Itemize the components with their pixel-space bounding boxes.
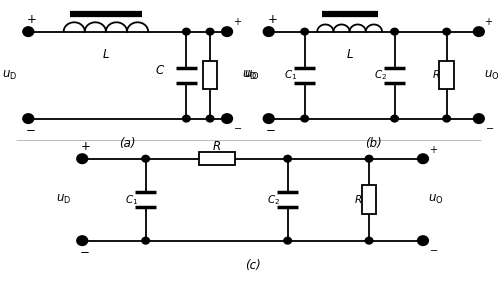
Text: (b): (b) (366, 137, 382, 150)
Circle shape (284, 155, 292, 162)
Circle shape (77, 154, 88, 163)
Text: (c): (c) (244, 259, 260, 272)
Text: $-$: $-$ (25, 122, 35, 135)
Circle shape (443, 115, 450, 122)
Text: $u_{\rm O}$: $u_{\rm O}$ (428, 193, 444, 206)
Circle shape (264, 27, 274, 36)
Text: $L$: $L$ (102, 47, 110, 60)
Text: $C_{1}$: $C_{1}$ (125, 193, 138, 207)
Circle shape (182, 115, 190, 122)
Circle shape (443, 28, 450, 35)
Circle shape (418, 154, 428, 163)
Circle shape (206, 28, 214, 35)
Circle shape (23, 27, 34, 36)
Text: $-$: $-$ (484, 122, 494, 132)
Text: +: + (428, 144, 436, 155)
Bar (202, 61, 218, 89)
Circle shape (284, 237, 292, 244)
Bar (198, 152, 234, 165)
Text: +: + (232, 17, 240, 27)
Text: $R_{\rm L}$: $R_{\rm L}$ (354, 193, 367, 207)
Circle shape (222, 114, 232, 123)
Text: $R$: $R$ (212, 140, 221, 153)
Circle shape (77, 236, 88, 245)
Text: $u_{\rm D}$: $u_{\rm D}$ (242, 68, 258, 82)
Text: (a): (a) (120, 137, 136, 150)
Text: $-$: $-$ (232, 122, 242, 132)
Text: $u_{\rm D}$: $u_{\rm D}$ (2, 68, 17, 82)
Circle shape (222, 27, 232, 36)
Circle shape (474, 114, 484, 123)
Bar (362, 186, 376, 214)
Circle shape (418, 236, 428, 245)
Circle shape (391, 28, 398, 35)
Circle shape (301, 28, 308, 35)
Text: $R_{\rm L}$: $R_{\rm L}$ (432, 68, 445, 82)
Text: +: + (484, 17, 492, 27)
Text: $C_{2}$: $C_{2}$ (267, 193, 280, 207)
Circle shape (365, 237, 373, 244)
Circle shape (264, 114, 274, 123)
Circle shape (142, 237, 150, 244)
Text: $-$: $-$ (266, 122, 276, 135)
Text: $-$: $-$ (428, 244, 438, 254)
Bar (440, 61, 454, 89)
Text: $C_{1}$: $C_{1}$ (284, 68, 297, 82)
Circle shape (474, 27, 484, 36)
Text: +: + (81, 140, 91, 153)
Circle shape (365, 155, 373, 162)
Text: $u_{\rm O}$: $u_{\rm O}$ (484, 68, 499, 82)
Text: +: + (27, 13, 37, 26)
Text: $C$: $C$ (156, 64, 166, 77)
Circle shape (206, 115, 214, 122)
Circle shape (23, 114, 34, 123)
Circle shape (142, 155, 150, 162)
Text: $u_{\rm D}$: $u_{\rm D}$ (56, 193, 71, 206)
Text: $L$: $L$ (346, 47, 354, 60)
Text: $C_{2}$: $C_{2}$ (374, 68, 387, 82)
Circle shape (391, 115, 398, 122)
Circle shape (301, 115, 308, 122)
Text: $u_{\rm O}$: $u_{\rm O}$ (244, 68, 260, 82)
Text: +: + (268, 13, 278, 26)
Text: $-$: $-$ (79, 244, 90, 257)
Circle shape (182, 28, 190, 35)
